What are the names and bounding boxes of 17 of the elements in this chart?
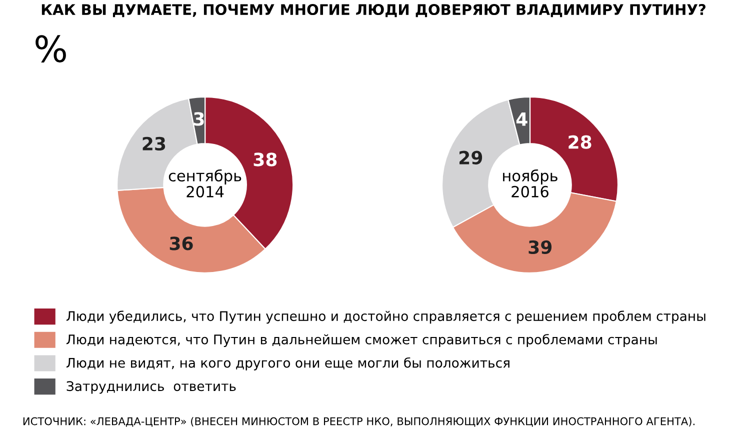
data-label: 36: [170, 236, 193, 250]
chart-title: КАК ВЫ ДУМАЕТЕ, ПОЧЕМУ МНОГИЕ ЛЮДИ ДОВЕРЯЮТ ВЛАДИМИРУ ПУТИНУ?: [42, 4, 706, 18]
data-label: 23: [142, 136, 166, 150]
text: сентябрь 2014: [168, 169, 242, 198]
legend-label: Затруднились ответить: [66, 381, 236, 394]
text: ноябрь 2016: [503, 169, 558, 198]
data-label: 29: [460, 150, 482, 164]
text: ИСТОЧНИК: «ЛЕВАДА-ЦЕНТР» (ВНЕСЕН МИНЮСТОМ В РЕЕСТР НКО, ВЫПОЛНЯЮЩИХ ФУНКЦИИ ИНОСТРАННОГО АГЕНТА).: [23, 417, 694, 427]
data-label: 28: [568, 135, 592, 149]
text: %: [36, 35, 66, 62]
data-label: 38: [254, 152, 277, 166]
legend-label: Люди убедились, что Путин успешно и достойно справляется с решением проблем страны: [66, 310, 706, 324]
data-label: 4: [516, 112, 528, 126]
data-label: 39: [528, 240, 552, 254]
legend-label: Люди не видят, на кого другого они еще могли бы положиться: [66, 357, 510, 370]
data-label: 3: [194, 112, 204, 126]
legend-label: Люди надеются, что Путин в дальнейшем сможет справиться с проблемами страны: [66, 334, 657, 347]
